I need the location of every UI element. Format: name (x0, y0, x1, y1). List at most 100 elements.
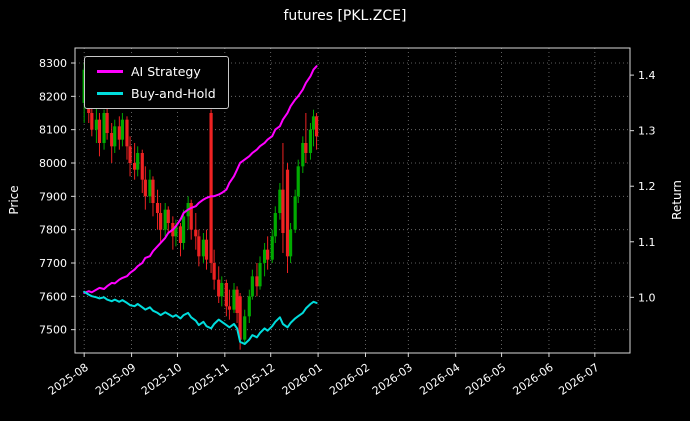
tick-label: 2025-12 (232, 361, 277, 398)
tick-label: 8000 (39, 157, 67, 170)
candle-body (311, 116, 316, 130)
candle-body (255, 276, 259, 287)
tick-label: 1.4 (638, 69, 656, 82)
candle-body (247, 296, 251, 317)
series-line-ai-strategy (83, 65, 318, 294)
candle-body (143, 179, 147, 197)
legend-item-buy-and-hold: Buy-and-Hold (97, 86, 216, 101)
candle-body (174, 226, 178, 237)
candle-body (238, 296, 242, 340)
candle-body (235, 289, 239, 313)
tick-label: 2026-04 (417, 361, 462, 398)
candle-body (262, 249, 267, 263)
candle-body (273, 213, 277, 237)
tick-label: 8300 (39, 57, 67, 70)
legend-label: Buy-and-Hold (131, 86, 216, 101)
legend: AI Strategy Buy-and-Hold (84, 56, 229, 109)
candle-body (113, 126, 117, 147)
tick-label: 2026-06 (511, 361, 556, 398)
tick-label: 1.2 (638, 180, 656, 193)
candle-body (189, 203, 193, 230)
candle-body (308, 129, 313, 153)
tick-label: 7800 (39, 224, 67, 237)
candle-body (181, 216, 186, 243)
candle-body (136, 153, 140, 170)
tick-label: 2025-11 (186, 361, 231, 398)
candle-body (314, 116, 319, 137)
candle-body (90, 113, 94, 130)
candle-body (105, 113, 109, 133)
candle-body (148, 179, 152, 197)
y-axis-label-price: Price (7, 185, 21, 215)
candle-body (120, 119, 124, 140)
candle-body (194, 229, 198, 237)
tick-label: 8200 (39, 90, 67, 103)
tick-label: 2026-02 (327, 361, 372, 398)
candle-body (178, 226, 183, 243)
candle-body (296, 166, 300, 197)
candle-body (217, 279, 221, 297)
candle-body (266, 249, 270, 260)
tick-label: 7900 (39, 190, 67, 203)
tick-label: 2026-03 (370, 361, 415, 398)
candle-body (209, 113, 213, 263)
series-0 (83, 65, 318, 294)
candle-body (140, 153, 144, 180)
candle-body (285, 169, 290, 257)
tick-label: 7500 (39, 324, 67, 337)
candle-body (301, 143, 305, 167)
candle-body (155, 203, 160, 213)
candle-body (166, 209, 170, 223)
plot-border (74, 47, 631, 354)
tick-label: 2026-07 (556, 361, 601, 398)
candle-body (212, 263, 216, 280)
candle-body (151, 179, 155, 203)
candle-body (125, 119, 129, 147)
candle-body (258, 263, 262, 287)
candle-body (117, 126, 121, 140)
candle-body (159, 213, 163, 230)
candle-body (243, 316, 247, 340)
y-axis-label-return: Return (670, 180, 684, 220)
candle-body (197, 236, 201, 257)
tick-label: 1.3 (638, 125, 656, 138)
ai-strategy-line-swatch (97, 70, 123, 73)
candle-body (201, 239, 206, 257)
legend-label: AI Strategy (131, 64, 201, 79)
candle-body (220, 283, 224, 297)
series-1 (83, 290, 318, 345)
candle-body (128, 146, 132, 163)
tick-label: 1.1 (638, 236, 656, 249)
candle-body (227, 306, 232, 310)
tick-label: 7600 (39, 290, 67, 303)
candle-body (224, 283, 228, 307)
tick-label: 2026-05 (463, 361, 508, 398)
candle-body (281, 189, 285, 233)
tick-label: 2026-01 (280, 361, 325, 398)
tick-label: 7700 (39, 257, 67, 270)
candle-body (250, 276, 254, 297)
candle-body (94, 119, 99, 130)
candle-body (278, 189, 282, 213)
candle-body (304, 143, 308, 153)
candle-body (204, 239, 209, 260)
candle-body (97, 119, 102, 143)
tick-label: 2025-09 (93, 361, 138, 398)
series-line-buy-and-hold (83, 290, 318, 345)
tick-label: 1.0 (638, 291, 656, 304)
candle-body (102, 113, 106, 143)
tick-label: 2025-10 (139, 361, 184, 398)
tick-label: 8100 (39, 124, 67, 137)
candle-body (293, 196, 297, 230)
candle-body (163, 209, 167, 230)
tick-label: 2025-08 (46, 361, 91, 398)
chart-title: futures [PKL.ZCE] (283, 8, 407, 24)
candle-body (270, 236, 274, 260)
candle-body (110, 133, 114, 147)
legend-item-ai-strategy: AI Strategy (97, 64, 216, 79)
candle-body (133, 163, 137, 170)
buy-and-hold-line-swatch (97, 92, 123, 95)
candle-body (232, 289, 236, 310)
